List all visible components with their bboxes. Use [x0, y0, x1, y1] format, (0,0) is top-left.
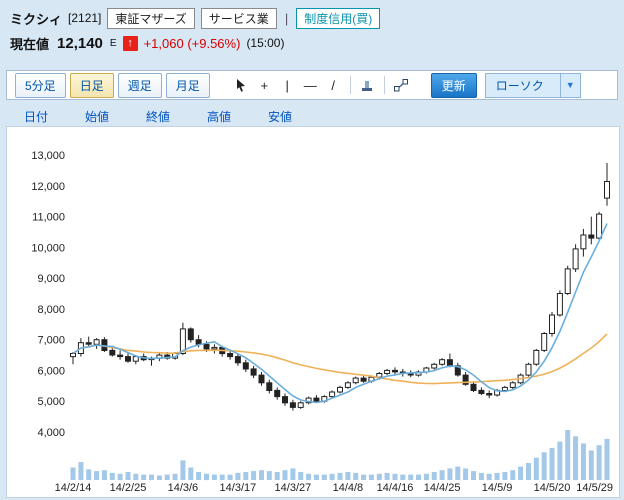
svg-text:4,000: 4,000 — [37, 427, 65, 439]
ohlc-table-header: 日付 始値 終値 高値 安値 — [0, 106, 624, 126]
svg-text:14/3/17: 14/3/17 — [220, 482, 257, 494]
stamp-icon[interactable] — [356, 74, 379, 96]
svg-text:5,000: 5,000 — [37, 396, 65, 408]
svg-text:11,000: 11,000 — [32, 212, 65, 224]
candlestick-chart-canvas[interactable]: 13,000 12,000 11,000 10,000 9,000 8,000 7,000 6… — [7, 127, 617, 497]
column-close: 終値 — [146, 109, 171, 124]
svg-text:9,000: 9,000 — [37, 273, 65, 285]
column-date: 日付 — [24, 109, 49, 124]
period-button-weekly[interactable]: 週足 — [117, 72, 162, 98]
chart-toolbar: 5分足 日足 週足 月足 + | — / 更新 ローソク ▼ — [6, 70, 618, 100]
update-button[interactable]: 更新 — [430, 72, 477, 98]
current-price-value: 12,140 — [57, 34, 103, 52]
svg-text:14/5/9: 14/5/9 — [482, 482, 513, 494]
market-tag: 東証マザーズ — [107, 7, 195, 29]
chart-type-label: ローソク — [484, 72, 561, 98]
svg-text:14/4/25: 14/4/25 — [424, 482, 461, 494]
vertical-line-icon[interactable]: | — [285, 77, 289, 93]
trendline-icon[interactable]: / — [331, 77, 336, 93]
current-price-label: 現在値 — [10, 36, 50, 52]
svg-text:14/4/8: 14/4/8 — [333, 482, 364, 494]
svg-text:13,000: 13,000 — [31, 150, 65, 162]
svg-text:14/4/16: 14/4/16 — [377, 482, 414, 494]
crosshair-icon[interactable]: + — [260, 77, 269, 93]
svg-text:6,000: 6,000 — [37, 365, 65, 377]
price-row: 現在値 12,140 E ↑ +1,060 (+9.56%) (15:00) — [0, 32, 624, 54]
cursor-icon[interactable] — [230, 74, 253, 96]
svg-text:10,000: 10,000 — [31, 242, 65, 254]
toolbar-divider — [349, 76, 351, 94]
svg-text:14/5/29: 14/5/29 — [576, 482, 613, 494]
toolbar-divider — [383, 76, 385, 94]
period-button-daily[interactable]: 日足 — [69, 72, 114, 98]
svg-text:14/2/14: 14/2/14 — [55, 482, 92, 494]
separator: | — [284, 10, 289, 26]
price-time: (15:00) — [246, 36, 285, 50]
column-low: 安値 — [268, 109, 293, 124]
stock-header: ミクシィ [2121] 東証マザーズ サービス業 | 制度信用(買) — [0, 0, 624, 29]
svg-text:12,000: 12,000 — [31, 181, 65, 193]
svg-text:14/5/20: 14/5/20 — [534, 482, 571, 494]
margin-credit-link[interactable]: 制度信用(買) — [296, 7, 381, 29]
chart-type-select[interactable]: ローソク ▼ — [484, 72, 581, 98]
svg-text:7,000: 7,000 — [37, 335, 65, 347]
svg-text:14/3/27: 14/3/27 — [275, 482, 312, 494]
svg-text:14/3/6: 14/3/6 — [168, 482, 199, 494]
stock-code: [2121] — [68, 11, 102, 25]
horizontal-line-icon[interactable]: — — [303, 77, 317, 93]
chevron-down-icon[interactable]: ▼ — [560, 72, 581, 98]
period-button-monthly[interactable]: 月足 — [165, 72, 210, 98]
price-change: +1,060 (+9.56%) — [143, 35, 241, 51]
column-high: 高値 — [207, 109, 232, 124]
svg-text:14/2/25: 14/2/25 — [110, 482, 147, 494]
stock-name: ミクシィ — [10, 11, 63, 27]
indicator-settings-icon[interactable] — [390, 74, 413, 96]
period-button-5min[interactable]: 5分足 — [15, 72, 66, 98]
price-flag: E — [109, 37, 117, 49]
up-arrow-icon: ↑ — [122, 35, 138, 51]
drawing-tools: + | — / — [230, 74, 413, 96]
svg-text:8,000: 8,000 — [37, 304, 65, 316]
sector-tag: サービス業 — [200, 7, 277, 29]
column-open: 始値 — [85, 109, 110, 124]
price-chart[interactable]: 13,000 12,000 11,000 10,000 9,000 8,000 7,000 6… — [6, 126, 620, 498]
